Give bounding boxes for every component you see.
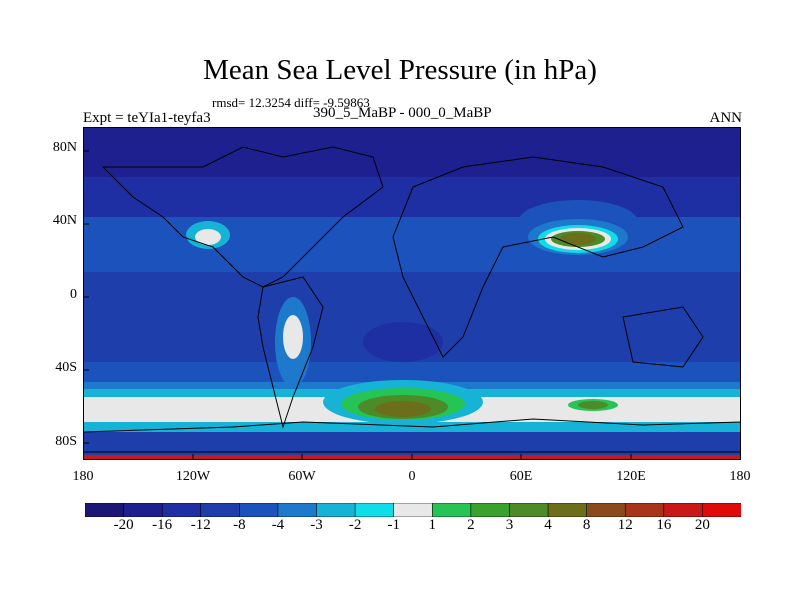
colorbar-label: -3 — [310, 517, 323, 533]
colorbar-swatch — [509, 503, 549, 517]
north-midlat-band — [83, 177, 741, 217]
colorbar-swatch — [354, 503, 395, 517]
colorbar — [85, 503, 741, 517]
continent-outlines — [83, 146, 741, 453]
map-title: Mean Sea Level Pressure (in hPa) — [203, 54, 597, 86]
lat-tick-80n: 80N — [52, 140, 77, 155]
colorbar-label: 8 — [582, 517, 591, 533]
season-label: ANN — [709, 110, 743, 126]
lon-tick-180e: 180 — [729, 469, 751, 484]
southern-cyan-band-2 — [83, 422, 741, 432]
experiment-label: Expt = teYIa1-teyfa3 — [83, 110, 211, 126]
colorbar-swatch — [200, 503, 241, 517]
lat-tick-80s: 80S — [55, 434, 77, 449]
north-polar-band — [83, 127, 741, 177]
colorbar-swatch — [85, 503, 125, 517]
lon-tick-60e: 60E — [509, 469, 533, 484]
colorbar-label: -2 — [348, 517, 362, 533]
colorbar-swatch — [586, 503, 627, 517]
lat-tick-40n: 40N — [52, 213, 77, 228]
colorbar-label: -4 — [271, 517, 285, 533]
indian-high-olive — [578, 401, 608, 409]
colorbar-swatch — [663, 503, 704, 517]
colorbar-label: 2 — [467, 517, 475, 533]
colorbar-swatch — [470, 503, 511, 517]
colorbar-swatch — [161, 503, 202, 517]
colorbar-label: -8 — [233, 517, 246, 533]
lat-tick-0: 0 — [70, 287, 77, 302]
colorbar-swatch — [393, 503, 434, 517]
namerica-neutral — [195, 229, 221, 245]
antarctic-high-peak — [375, 401, 431, 417]
colorbar-label: -12 — [190, 517, 211, 533]
colorbar-label: 12 — [617, 517, 633, 533]
lon-tick-0: 0 — [408, 469, 416, 484]
samerica-neutral — [283, 315, 303, 359]
colorbar-label: 20 — [694, 517, 710, 533]
pressure-map — [83, 127, 741, 460]
colorbar-label: 1 — [428, 517, 437, 533]
colorbar-label: -20 — [113, 517, 134, 533]
lon-tick-120w: 120W — [175, 469, 211, 484]
colorbar-label: 3 — [505, 517, 514, 533]
colorbar-swatch — [431, 503, 472, 517]
colorbar-swatch — [547, 503, 588, 517]
asia-peak — [560, 233, 596, 245]
south-atlantic-low — [363, 322, 443, 362]
colorbar-swatch — [277, 503, 318, 517]
colorbar-swatch — [316, 503, 356, 517]
colorbar-label: 16 — [656, 517, 672, 533]
subtropic-band-south — [83, 362, 741, 382]
colorbar-label: 4 — [544, 517, 552, 533]
colorbar-label: -16 — [152, 517, 173, 533]
lat-tick-40s: 40S — [55, 360, 77, 375]
colorbar-swatch — [702, 503, 741, 517]
colorbar-swatch — [239, 503, 279, 517]
north-atlantic-blob — [353, 232, 473, 272]
tick-marks — [83, 150, 632, 460]
stats-label: rmsd= 12.3254 diff= -9.59863 — [212, 95, 370, 110]
difference-label: 390_5_MaBP - 000_0_MaBP — [313, 105, 492, 121]
lon-tick-120e: 120E — [616, 469, 646, 484]
lon-tick-60w: 60W — [288, 469, 316, 484]
colorbar-swatch — [624, 503, 665, 517]
colorbar-label: -1 — [387, 517, 400, 533]
lon-tick-180w: 180 — [72, 469, 94, 484]
colorbar-swatch — [123, 503, 163, 517]
